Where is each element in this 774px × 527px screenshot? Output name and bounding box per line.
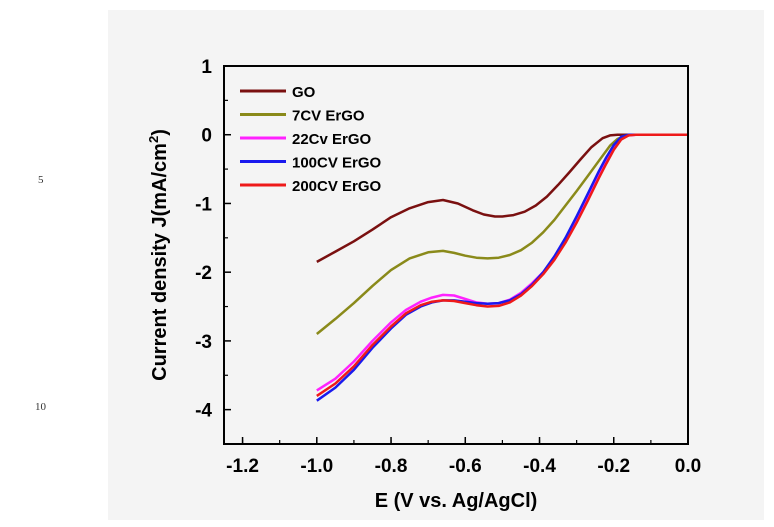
line-number: 5 xyxy=(38,174,44,186)
legend-label: 100CV ErGO xyxy=(292,155,382,172)
x-tick-label: -1.2 xyxy=(226,456,259,477)
y-tick-label: -4 xyxy=(195,401,212,422)
legend: GO 7CV ErGO 22Cv ErGO 100CV ErGO 200CV ErGO xyxy=(240,84,382,195)
y-tick-label: 0 xyxy=(201,126,212,147)
x-tick-label: -0.4 xyxy=(523,456,556,477)
series-layer xyxy=(316,133,688,402)
x-tick-label: -1.0 xyxy=(300,456,333,477)
y-axis-title-main: Current density J(mA/cm xyxy=(149,143,171,381)
x-tick-label: -0.6 xyxy=(449,456,482,477)
y-tick-label: -1 xyxy=(195,194,212,215)
y-tick-label: 1 xyxy=(201,57,212,78)
y-axis-title-tail: ) xyxy=(149,129,171,136)
x-axis-title: E (V vs. Ag/AgCl) xyxy=(375,490,538,512)
x-tick-label: 0.0 xyxy=(675,456,701,477)
legend-label: 22Cv ErGO xyxy=(292,131,372,148)
y-axis-title-superscript: 2 xyxy=(146,136,161,143)
x-tick-label: -0.2 xyxy=(597,456,630,477)
tick-layer: -1.2 -1.0 -0.8 -0.6 -0.4 -0.2 0.0 1 0 -1 -2 -3 -4 xyxy=(195,57,701,477)
legend-label: 200CV ErGO xyxy=(292,178,382,195)
legend-label: GO xyxy=(292,84,316,101)
figure-panel xyxy=(108,10,764,520)
legend-label: 7CV ErGO xyxy=(292,108,365,125)
plot-frame xyxy=(223,65,689,445)
series-line-2 xyxy=(316,133,688,392)
y-tick-label: -3 xyxy=(195,332,212,353)
series-line-3 xyxy=(316,133,688,402)
y-tick-label: -2 xyxy=(195,263,212,284)
line-number: 10 xyxy=(35,401,46,413)
x-tick-label: -0.8 xyxy=(375,456,408,477)
series-line-4 xyxy=(316,133,688,397)
y-axis-title: Current density J(mA/cm2) xyxy=(146,129,171,381)
